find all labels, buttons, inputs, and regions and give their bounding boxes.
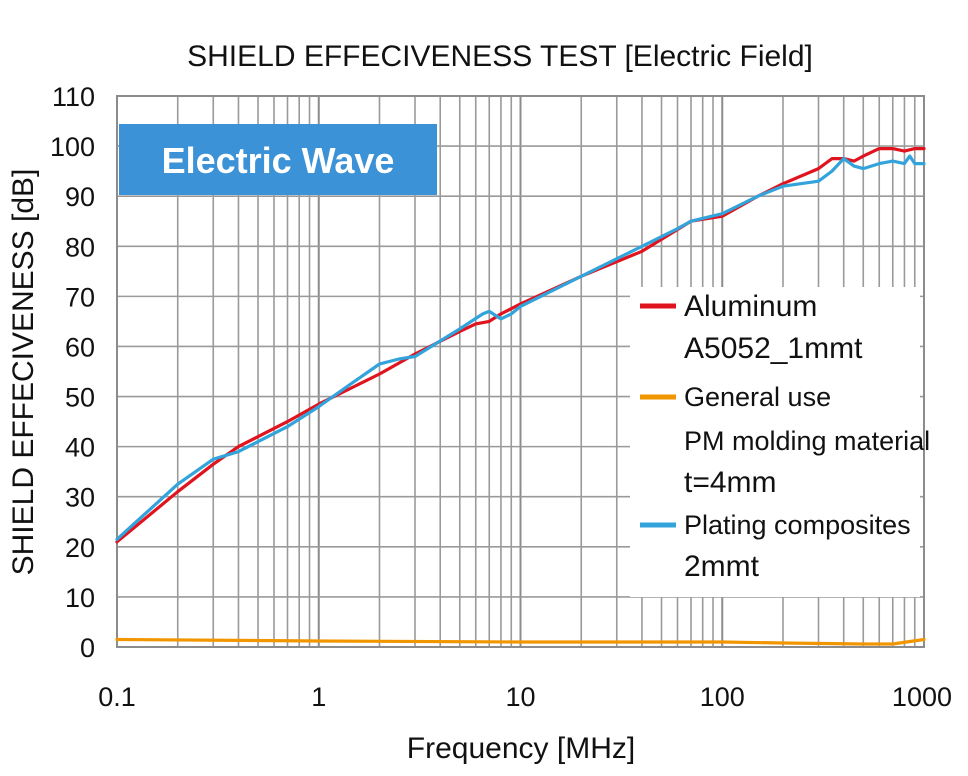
series-line-aluminum (115, 147, 926, 544)
x-tick-label: 10 (505, 682, 535, 712)
x-tick-label: 1 (311, 682, 326, 712)
y-axis-label: SHIELD EFFECIVENESS [dB] (7, 169, 40, 576)
x-tick-label: 100 (700, 682, 745, 712)
legend-label-general-use-line3: t=4mm (684, 466, 777, 499)
badge-box (119, 124, 437, 195)
legend: Aluminum A5052_1mmt General use PM moldi… (640, 290, 930, 583)
series-line-general-use (115, 637, 926, 646)
legend-label-plating-composites: Plating composites (684, 510, 911, 540)
y-tick-label: 30 (65, 483, 95, 513)
plot-frame (116, 95, 925, 648)
x-tick-label: 1000 (892, 682, 952, 712)
x-tick-label: 0.1 (98, 682, 136, 712)
x-tick-labels: 0.1 1 10 100 1000 (98, 682, 952, 712)
series-line-plating-composites (115, 154, 926, 541)
y-tick-label: 20 (65, 533, 95, 563)
y-tick-label: 40 (65, 433, 95, 463)
y-tick-label: 0 (80, 633, 95, 663)
legend-label-aluminum: Aluminum (684, 290, 817, 323)
legend-label-general-use: General use (684, 382, 831, 412)
badge-text: Electric Wave (162, 140, 395, 181)
chart-title: SHIELD EFFECIVENESS TEST [Electric Field… (187, 40, 813, 73)
y-tick-labels: 0 10 20 30 40 50 60 70 80 90 100 110 (50, 82, 95, 663)
y-tick-label: 70 (65, 282, 95, 312)
x-axis-label: Frequency [MHz] (407, 732, 635, 765)
y-tick-label: 100 (50, 132, 95, 162)
y-tick-label: 90 (65, 182, 95, 212)
y-tick-label: 60 (65, 332, 95, 362)
legend-box (630, 287, 920, 597)
y-tick-label: 110 (52, 82, 95, 112)
legend-label-plating-composites-line2: 2mmt (684, 550, 760, 583)
y-tick-label: 10 (65, 583, 95, 613)
y-tick-label: 80 (65, 232, 95, 262)
y-tick-label: 50 (65, 383, 95, 413)
legend-label-general-use-line2: PM molding material (684, 426, 930, 456)
legend-label-aluminum-line2: A5052_1mmt (684, 332, 863, 365)
series-layer (115, 147, 926, 646)
